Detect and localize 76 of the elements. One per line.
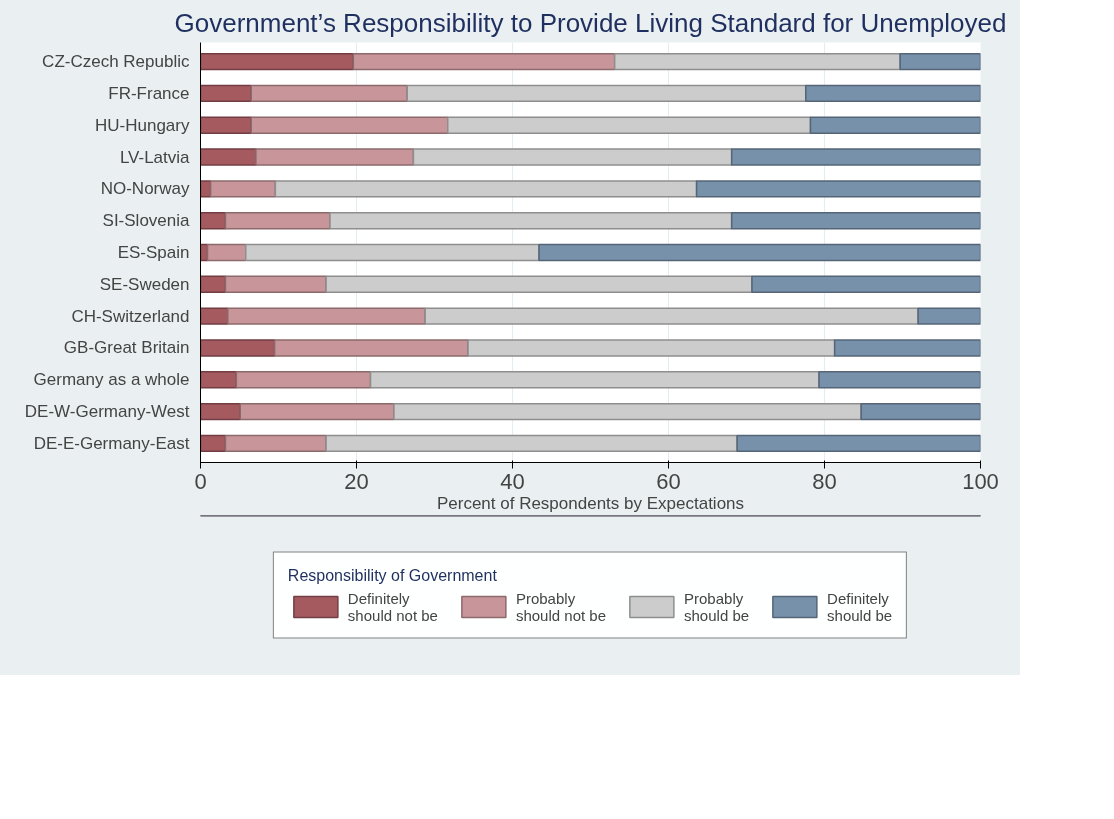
bar [200,402,242,421]
bar [200,211,227,230]
bar [235,371,372,389]
legend-label: Probably should be [684,589,750,624]
bar [818,371,981,389]
bar [447,116,812,134]
bar [805,84,981,103]
bar [224,211,331,230]
y-tick-label: CH-Switzerland [71,306,190,326]
bar [325,275,753,294]
bar [200,307,229,325]
bar [200,339,276,357]
bar [406,84,807,103]
bar [255,148,415,166]
bar [736,434,981,453]
y-tick-label: SE-Sweden [99,274,190,294]
bar [352,52,616,71]
bar [200,371,238,389]
y-tick-label: DE-W-Germany-West [24,402,190,422]
bar [613,52,901,71]
legend-title: Responsibility of Government [287,566,498,585]
y-tick-label: DE-E-Germany-East [33,433,190,453]
x-tick-label: 60 [656,468,681,494]
bar [209,180,277,198]
bar [200,434,227,453]
legend-label: Definitely should not be [347,589,438,624]
y-tick-label: SI-Slovenia [102,211,191,231]
y-tick-label: HU-Hungary [95,115,190,135]
legend-label: Definitely should be [827,589,893,624]
bar [200,84,252,103]
bar [239,402,395,421]
bar [250,116,449,134]
bar [274,180,698,198]
bar [393,402,862,421]
bar [200,52,355,71]
bar [224,434,327,453]
x-tick-label: 80 [812,468,837,494]
x-axis-title: Percent of Respondents by Expectations [436,493,745,513]
bar [244,243,540,262]
bar [730,211,981,230]
bar [273,339,469,357]
bar [917,307,981,325]
bar [751,275,981,294]
legend-label: Probably should not be [515,589,607,624]
x-tick-label: 40 [500,468,525,494]
bar [329,211,733,230]
bar [200,116,252,134]
x-tick-label: 0 [194,468,207,494]
bar [809,116,981,134]
bar [833,339,981,357]
y-tick-label: NO-Norway [100,179,190,199]
x-tick-label: 20 [344,468,369,494]
bar [325,434,738,453]
bar [424,307,919,325]
bar [206,243,247,262]
bar [369,371,820,389]
bar [412,148,733,166]
y-tick-label: ES-Spain [117,243,190,262]
bar [730,148,981,166]
bar [467,339,836,357]
bar [860,402,981,421]
bar [899,52,981,71]
y-tick-label: CZ-Czech Republic [42,52,190,72]
y-tick-label: GB-Great Britain [63,338,190,358]
y-tick-label: FR-France [108,83,190,103]
bar [538,243,981,262]
bar [227,307,426,325]
bar [250,84,408,103]
chart-title: Government’s Responsibility to Provide Living Standard for Unemployed [174,7,1007,38]
x-tick-label: 100 [962,468,999,494]
bar [200,275,227,294]
bar [695,180,981,198]
y-tick-label: LV-Latvia [119,147,191,167]
y-tick-label: Germany as a whole [33,370,190,390]
bar [224,275,327,294]
bar [200,148,257,166]
